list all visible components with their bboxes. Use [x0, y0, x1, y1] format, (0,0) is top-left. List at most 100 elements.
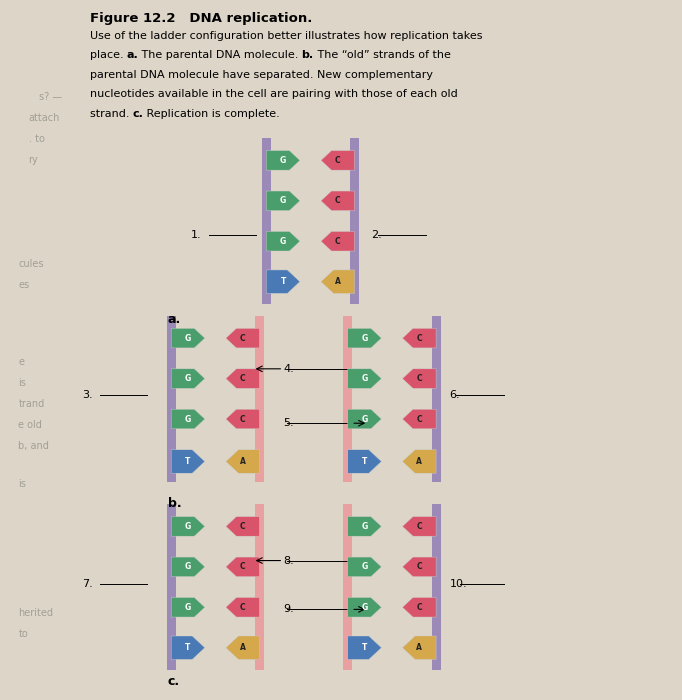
Bar [167, 504, 175, 670]
Text: G: G [280, 237, 286, 246]
Polygon shape [402, 517, 436, 536]
Text: C: C [240, 562, 246, 571]
Polygon shape [402, 636, 436, 659]
Text: G: G [185, 522, 191, 531]
Text: is: is [18, 479, 26, 489]
Text: C: C [240, 522, 246, 531]
Text: C: C [417, 414, 422, 424]
Polygon shape [171, 636, 205, 659]
Text: G: G [361, 334, 368, 342]
Text: a.: a. [127, 50, 138, 60]
Polygon shape [171, 557, 205, 577]
Bar [343, 504, 352, 670]
Text: 3.: 3. [83, 391, 93, 400]
Polygon shape [226, 328, 259, 348]
Polygon shape [171, 328, 205, 348]
Polygon shape [321, 191, 355, 211]
Polygon shape [402, 410, 436, 429]
Polygon shape [266, 270, 300, 293]
Text: b.: b. [301, 50, 314, 60]
Text: A: A [416, 457, 422, 466]
Text: Figure 12.2   DNA replication.: Figure 12.2 DNA replication. [90, 12, 312, 24]
Text: T: T [280, 277, 286, 286]
Polygon shape [321, 232, 355, 251]
Bar [255, 316, 264, 482]
Polygon shape [321, 270, 355, 293]
Text: cules: cules [18, 260, 44, 270]
Text: G: G [361, 522, 368, 531]
Text: attach: attach [29, 113, 60, 123]
Bar [255, 504, 264, 670]
Text: G: G [361, 603, 368, 612]
Text: C: C [417, 374, 422, 383]
Polygon shape [402, 598, 436, 617]
Polygon shape [348, 598, 381, 617]
Text: a.: a. [168, 313, 181, 326]
Polygon shape [402, 328, 436, 348]
Text: C: C [240, 334, 246, 342]
Polygon shape [226, 450, 259, 473]
Polygon shape [266, 232, 300, 251]
Text: c.: c. [132, 108, 143, 119]
Text: A: A [416, 643, 422, 652]
Text: 2.: 2. [372, 230, 383, 240]
Polygon shape [226, 410, 259, 429]
Text: herited: herited [18, 608, 53, 618]
Polygon shape [402, 369, 436, 389]
Text: is: is [18, 378, 26, 388]
Text: G: G [280, 156, 286, 165]
Polygon shape [171, 450, 205, 473]
Text: The parental DNA molecule.: The parental DNA molecule. [138, 50, 302, 60]
Text: C: C [335, 156, 340, 165]
Text: C: C [335, 196, 340, 205]
Bar [350, 138, 359, 304]
Bar [262, 138, 271, 304]
Text: C: C [240, 603, 246, 612]
Text: b, and: b, and [18, 440, 49, 451]
Polygon shape [348, 450, 381, 473]
Text: C: C [417, 522, 422, 531]
Text: 7.: 7. [83, 579, 93, 589]
Text: G: G [280, 196, 286, 205]
Polygon shape [402, 450, 436, 473]
Text: C: C [335, 237, 340, 246]
Text: Replication is complete.: Replication is complete. [143, 108, 280, 119]
Polygon shape [266, 191, 300, 211]
Text: A: A [240, 457, 246, 466]
Text: T: T [362, 643, 368, 652]
Polygon shape [226, 557, 259, 577]
Text: c.: c. [168, 676, 180, 688]
Text: strand.: strand. [90, 108, 133, 119]
Text: nucleotides available in the cell are pairing with those of each old: nucleotides available in the cell are pa… [90, 89, 458, 99]
Polygon shape [171, 598, 205, 617]
Text: G: G [361, 374, 368, 383]
Polygon shape [171, 517, 205, 536]
Polygon shape [171, 369, 205, 389]
Polygon shape [348, 636, 381, 659]
Polygon shape [402, 557, 436, 577]
Text: 4.: 4. [283, 364, 294, 374]
Text: trand: trand [18, 399, 44, 409]
Text: A: A [240, 643, 246, 652]
Text: T: T [186, 457, 191, 466]
Text: G: G [185, 334, 191, 342]
Bar [432, 316, 441, 482]
Polygon shape [226, 598, 259, 617]
Text: es: es [18, 280, 29, 290]
Text: T: T [186, 643, 191, 652]
Text: b.: b. [168, 498, 181, 510]
Text: G: G [185, 562, 191, 571]
Polygon shape [226, 369, 259, 389]
Polygon shape [348, 517, 381, 536]
Polygon shape [321, 150, 355, 170]
Polygon shape [266, 150, 300, 170]
Text: C: C [240, 374, 246, 383]
Text: T: T [362, 457, 368, 466]
Text: C: C [240, 414, 246, 424]
Text: ry: ry [29, 155, 38, 164]
Text: G: G [185, 603, 191, 612]
Text: to: to [18, 629, 28, 639]
Text: e old: e old [18, 420, 42, 430]
Text: C: C [417, 603, 422, 612]
Polygon shape [171, 410, 205, 429]
